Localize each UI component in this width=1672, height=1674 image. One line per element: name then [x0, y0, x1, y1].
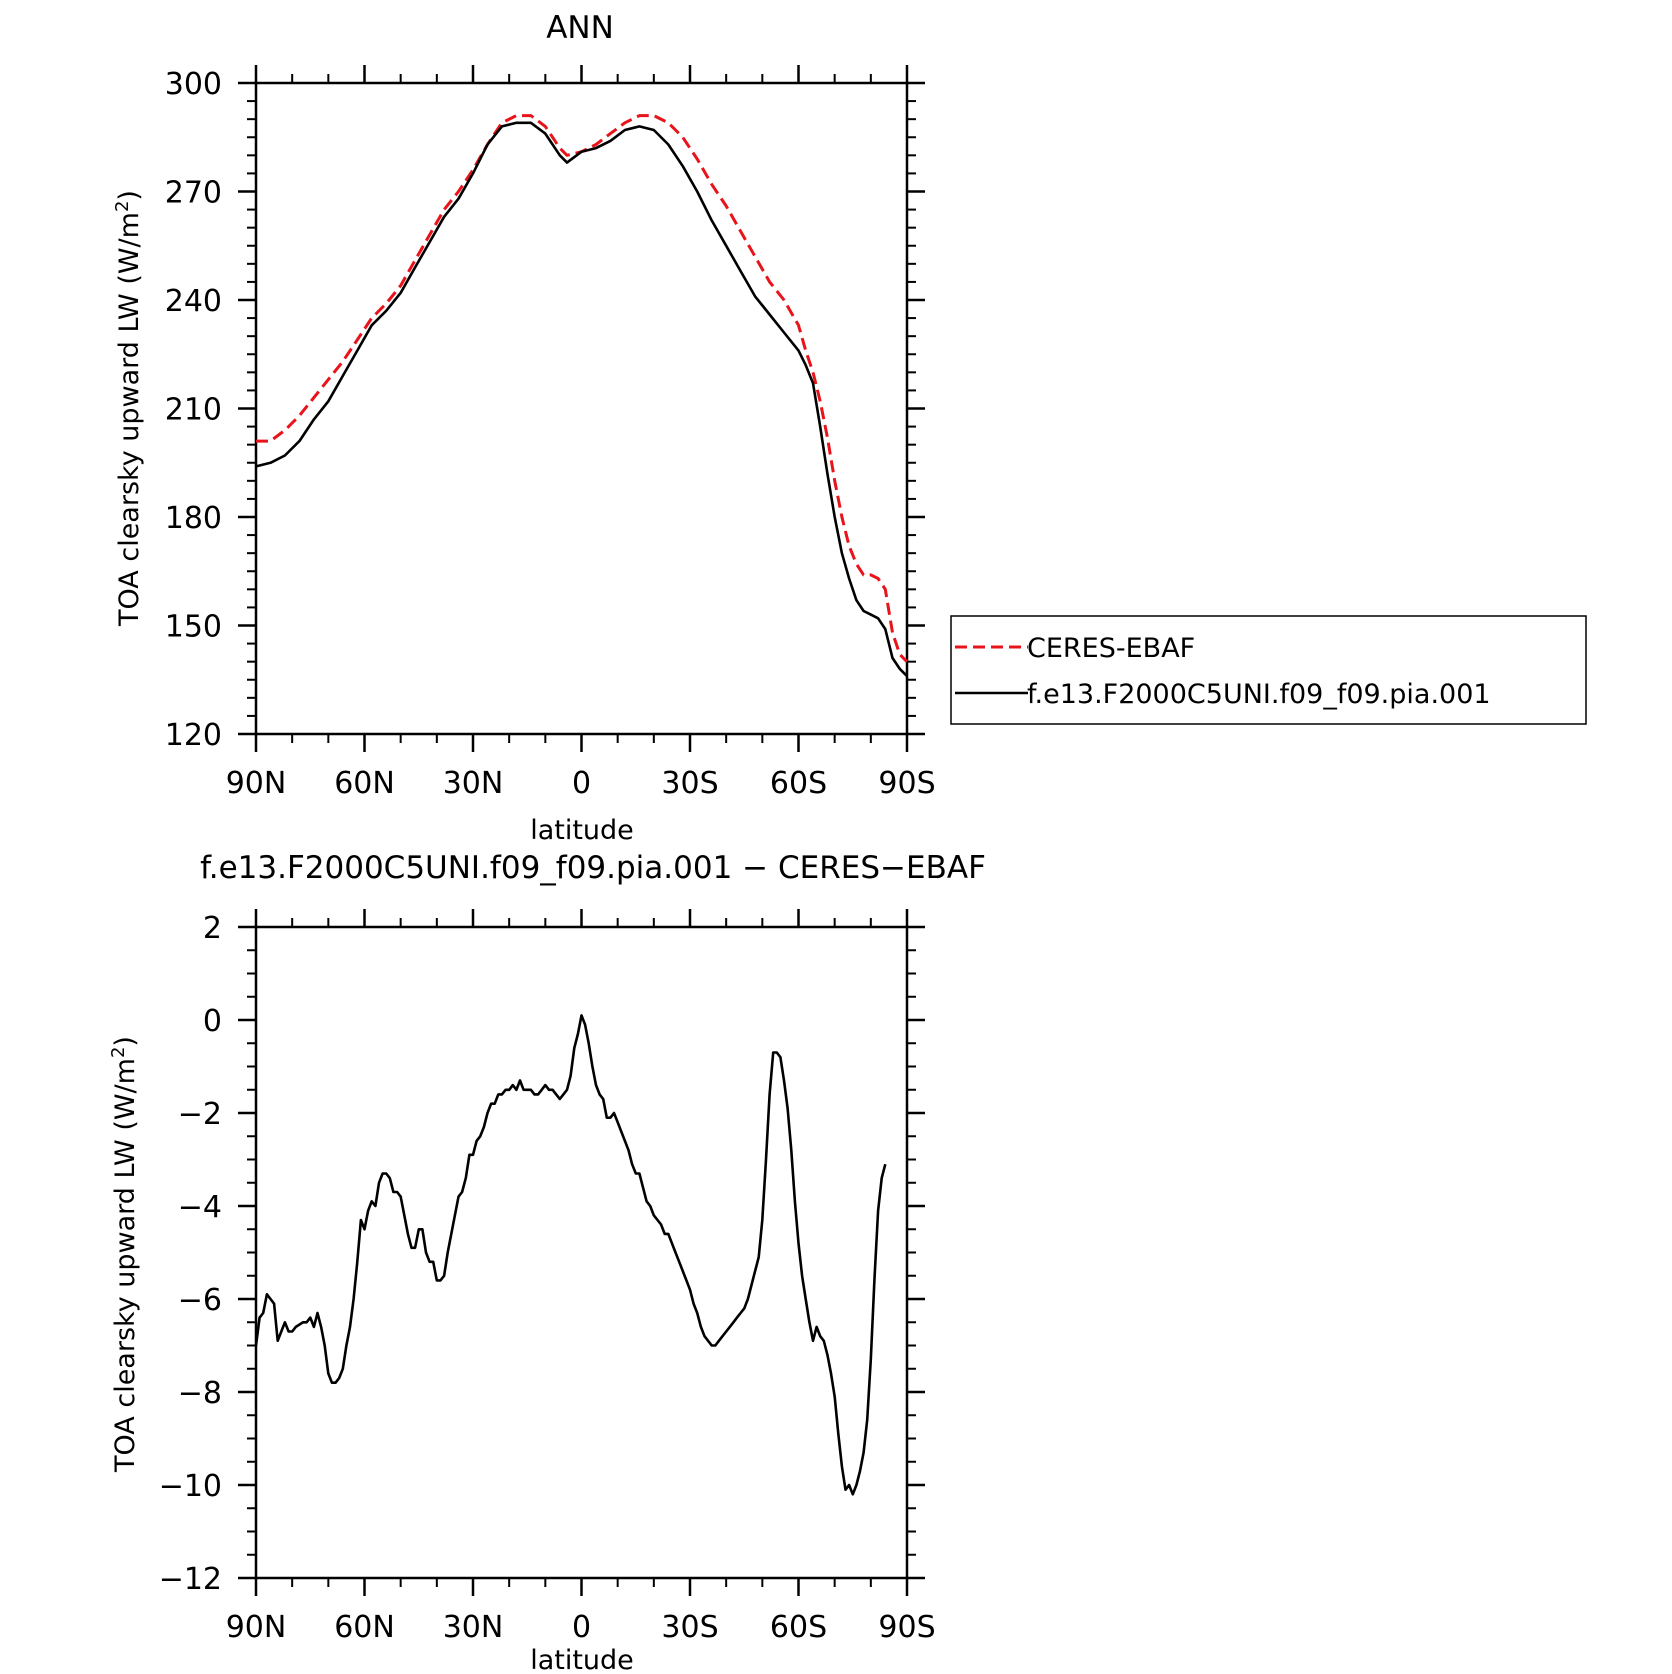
bottom-y-axis-title-suffix: )	[110, 1036, 141, 1047]
top-y-tick-label: 240	[165, 284, 222, 319]
top-y-tick-label: 150	[165, 610, 222, 645]
bottom-y-tick-label: 0	[203, 1004, 222, 1039]
top-y-axis-title-main: TOA clearsky upward LW (W/m	[114, 212, 145, 627]
top-x-tick-label: 30N	[443, 766, 504, 801]
bottom-y-tick-label: 2	[203, 911, 222, 946]
legend-label-ceres: CERES-EBAF	[1027, 633, 1195, 664]
top-y-tick-label: 210	[165, 393, 222, 428]
bottom-x-axis-title: latitude	[530, 1645, 634, 1674]
legend-label-model: f.e13.F2000C5UNI.f09_f09.pia.001	[1027, 679, 1491, 710]
top-y-axis-title-suffix: )	[114, 190, 145, 201]
bottom-series-group	[254, 1014, 887, 1496]
bottom-x-tick-label: 30S	[661, 1610, 718, 1645]
bottom-series-line-0	[254, 1014, 887, 1496]
bottom-y-tick-labels: 2 0 −2 −4 −6 −8 −10 −12	[159, 911, 222, 1597]
bottom-y-axis-title-superscript: 2	[108, 1047, 129, 1058]
top-series-line-0	[256, 114, 909, 663]
top-y-axis-title: TOA clearsky upward LW (W/m2)	[112, 190, 145, 627]
bottom-axis-ticks	[238, 909, 925, 1596]
bottom-y-tick-label: −6	[178, 1283, 222, 1318]
top-x-axis-title: latitude	[530, 815, 634, 846]
top-x-tick-label: 0	[572, 766, 591, 801]
legend-box	[950, 615, 1587, 725]
bottom-y-axis-title-main: TOA clearsky upward LW (W/m	[110, 1058, 141, 1473]
bottom-plot-frame	[254, 925, 909, 1580]
top-plot-title: ANN	[546, 10, 614, 46]
bottom-y-tick-label: −4	[178, 1190, 222, 1225]
top-series-group	[255, 114, 909, 678]
bottom-y-tick-label: −8	[178, 1376, 222, 1411]
bottom-panel: f.e13.F2000C5UNI.f09_f09.pia.001 − CERES…	[108, 850, 986, 1674]
bottom-y-tick-label: −12	[159, 1562, 222, 1597]
bottom-y-tick-label: −2	[178, 1097, 222, 1132]
bottom-x-tick-label: 60S	[770, 1610, 827, 1645]
legend: CERES-EBAF f.e13.F2000C5UNI.f09_f09.pia.…	[950, 615, 1587, 725]
top-axis-ticks	[238, 65, 925, 752]
top-x-tick-labels: 90N 60N 30N 0 30S 60S 90S	[226, 766, 936, 801]
top-y-tick-label: 180	[165, 501, 222, 536]
bottom-x-tick-label: 90N	[226, 1610, 287, 1645]
bottom-x-tick-label: 60N	[334, 1610, 395, 1645]
top-panel: ANN 120 150 180 210 240 270 300 90N 60N 30N 0 30S 6…	[112, 10, 1587, 846]
top-y-tick-label: 300	[165, 67, 222, 102]
bottom-x-tick-labels: 90N 60N 30N 0 30S 60S 90S	[226, 1610, 936, 1645]
top-x-tick-label: 60N	[334, 766, 395, 801]
top-y-tick-label: 270	[165, 176, 222, 211]
bottom-plot-title: f.e13.F2000C5UNI.f09_f09.pia.001 − CERES…	[200, 850, 986, 886]
bottom-y-tick-label: −10	[159, 1469, 222, 1504]
top-x-tick-label: 30S	[661, 766, 718, 801]
bottom-x-tick-label: 0	[572, 1610, 591, 1645]
top-x-tick-label: 90S	[878, 766, 935, 801]
top-x-tick-label: 60S	[770, 766, 827, 801]
top-y-tick-label: 120	[165, 718, 222, 753]
top-y-axis-title-superscript: 2	[112, 201, 133, 212]
top-series-line-1	[255, 121, 908, 678]
top-y-tick-labels: 120 150 180 210 240 270 300	[165, 67, 222, 753]
bottom-x-tick-label: 30N	[443, 1610, 504, 1645]
bottom-x-tick-label: 90S	[878, 1610, 935, 1645]
top-x-tick-label: 90N	[226, 766, 287, 801]
bottom-y-axis-title: TOA clearsky upward LW (W/m2)	[108, 1036, 141, 1473]
top-plot-frame	[254, 81, 909, 736]
